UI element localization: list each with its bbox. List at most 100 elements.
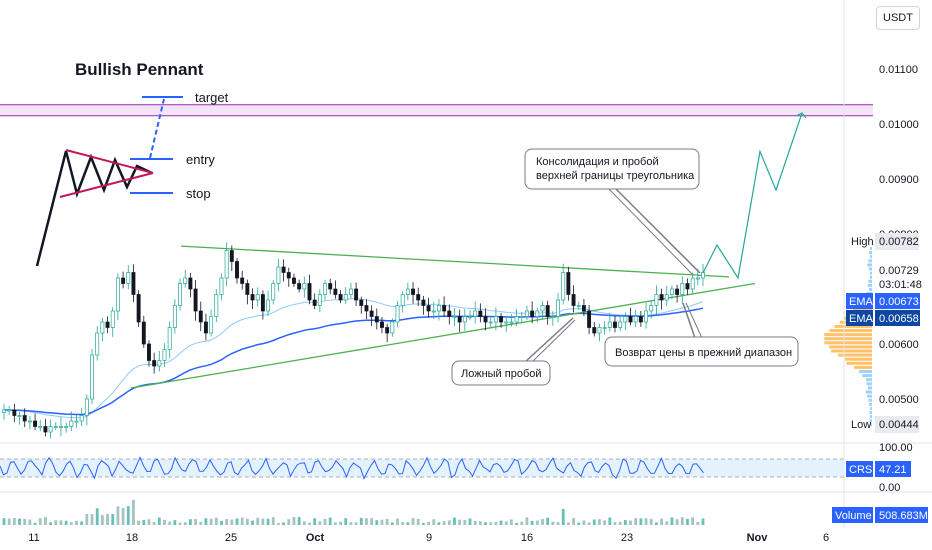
candle-body	[162, 349, 167, 361]
volume-bar	[468, 518, 472, 525]
price-tick: 0.01100	[879, 64, 918, 76]
candle-body	[188, 277, 193, 290]
candle-body	[369, 310, 374, 317]
candle-body	[64, 426, 69, 428]
candle-body	[323, 283, 327, 295]
candle-body	[292, 277, 296, 284]
time-tick: 23	[621, 532, 633, 544]
candle-body	[576, 305, 581, 307]
volume-bar	[365, 518, 368, 525]
candle-body	[644, 310, 648, 323]
time-tick: Nov	[747, 532, 769, 544]
volume-bar	[183, 522, 187, 525]
candle-body	[421, 299, 426, 306]
candle-body	[550, 316, 555, 318]
volume-bar	[302, 521, 306, 525]
candle-body	[380, 321, 384, 328]
projection-path	[702, 112, 803, 280]
volume-bar	[655, 522, 658, 525]
volume-bar	[80, 521, 84, 525]
volume-bar	[121, 507, 125, 525]
volume-bar	[561, 509, 565, 525]
callout-return-range: Возврат цены в прежний диапазон	[604, 302, 799, 367]
volume-bar	[390, 522, 394, 525]
volume-bar	[572, 518, 575, 525]
volume-bar	[126, 506, 130, 525]
profile-bar	[869, 419, 872, 423]
volume-bar	[453, 517, 456, 525]
candle-body	[121, 277, 126, 284]
entry-label: entry	[186, 152, 215, 167]
candle-body	[613, 321, 617, 328]
volume-bar	[168, 521, 172, 525]
volume-bar	[69, 522, 73, 525]
candle-body	[525, 310, 529, 317]
volume-bar	[592, 519, 596, 525]
svg-text:Volume: Volume	[835, 510, 872, 522]
high-badge: High 0.00782	[851, 233, 919, 250]
volume-bar	[551, 521, 555, 525]
profile-bar	[845, 357, 872, 361]
profile-bar	[846, 361, 872, 365]
candle-body	[483, 316, 488, 323]
candle-body	[623, 316, 628, 323]
volume-bar	[411, 518, 415, 525]
candle-body	[354, 288, 359, 301]
candle-body	[266, 299, 271, 312]
candle-body	[33, 420, 38, 427]
volume-bar	[251, 520, 254, 525]
pennant-illustration: Bullish Pennant target entry stop	[35, 60, 229, 267]
volume-bar	[510, 519, 513, 525]
profile-bar	[868, 398, 872, 402]
callout-consolidation: Консолидация и пробой верхней границы тр…	[524, 148, 701, 276]
profile-bar	[868, 259, 872, 263]
price-tick: 0.00500	[879, 394, 919, 406]
candle-body	[235, 261, 239, 279]
volume-bar	[473, 520, 477, 525]
volume-bar	[541, 519, 544, 525]
candle-body	[364, 305, 369, 312]
profile-bar	[869, 275, 872, 279]
volume-bar	[375, 520, 379, 525]
candle-body	[203, 321, 208, 334]
candle-body	[416, 294, 421, 301]
volume-bar	[323, 519, 327, 525]
candle-body	[390, 321, 395, 334]
candle-body	[405, 288, 410, 295]
svg-text:508.683M: 508.683M	[879, 510, 928, 522]
volume-bar	[396, 518, 399, 525]
resistance-band	[0, 104, 873, 116]
volume-bar	[318, 521, 322, 525]
currency-button[interactable]: USDT	[876, 6, 920, 30]
volume-bar	[225, 519, 229, 525]
volume-bar	[106, 513, 109, 525]
candle-body	[110, 310, 115, 328]
volume-bar	[582, 520, 586, 525]
candle-body	[95, 332, 100, 356]
candle-body	[38, 426, 43, 428]
candle-body	[545, 305, 550, 317]
candle-body	[2, 409, 6, 413]
volume-bar	[525, 517, 529, 525]
volume-bar	[458, 519, 462, 525]
ema-badge-1: EMA 0.00673	[846, 293, 920, 309]
false-breakout-label: Ложный пробой	[461, 368, 542, 380]
candle-body	[281, 266, 286, 273]
volume-bar	[178, 522, 182, 525]
profile-bar	[858, 370, 872, 373]
profile-bar	[824, 337, 872, 341]
profile-bar	[824, 333, 872, 337]
candle-body	[680, 283, 685, 295]
candle-body	[607, 321, 612, 328]
target-dashed-connector	[149, 98, 165, 159]
time-tick: 11	[28, 532, 39, 544]
volume-bars	[2, 499, 705, 525]
volume-bar	[696, 521, 700, 525]
volume-bar	[49, 522, 52, 525]
volume-bar	[649, 518, 653, 525]
candle-body	[141, 321, 146, 345]
candle-body	[219, 277, 224, 295]
volume-bar	[199, 521, 203, 525]
